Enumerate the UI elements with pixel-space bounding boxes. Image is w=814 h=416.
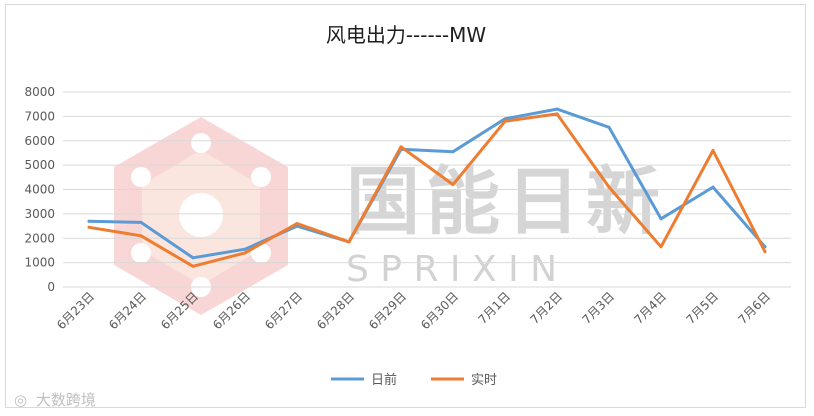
y-tick-label: 3000: [24, 207, 55, 221]
data-point: [87, 219, 91, 223]
series-line-0: [87, 107, 767, 260]
y-tick-label: 5000: [24, 158, 55, 172]
x-tick-label: 6月30日: [418, 289, 461, 332]
x-axis-ticks: 6月23日 6月24日 6月25日 6月26日 6月27日 6月28日 6月29日 6月30日…: [54, 289, 773, 332]
y-tick-label: 7000: [24, 109, 55, 123]
x-tick-label: 6月27日: [262, 289, 305, 332]
data-point: [503, 119, 507, 123]
x-tick-label: 7月4日: [631, 289, 669, 327]
data-point: [139, 234, 143, 238]
x-tick-label: 7月1日: [475, 289, 513, 327]
x-tick-label: 6月23日: [54, 289, 97, 332]
data-point: [555, 107, 559, 111]
data-point: [243, 247, 247, 251]
watermark-logo: [114, 117, 288, 315]
y-tick-label: 1000: [24, 256, 55, 270]
data-point: [399, 145, 403, 149]
data-point: [139, 220, 143, 224]
y-tick-label: 0: [47, 280, 55, 294]
y-axis-ticks: 0 1000 2000 3000 4000 5000 6000 7000 8000: [24, 85, 55, 294]
data-point: [607, 125, 611, 129]
x-tick-label: 7月6日: [735, 289, 773, 327]
data-point: [451, 150, 455, 154]
data-point: [87, 225, 91, 229]
data-point: [503, 117, 507, 121]
data-point: [191, 264, 195, 268]
y-tick-label: 4000: [24, 183, 55, 197]
data-point: [763, 250, 767, 254]
line-chart: 国能日新 S P R I X I N 风电出力------MW 0 1000 200…: [14, 23, 791, 409]
x-tick-label: 7月3日: [579, 289, 617, 327]
x-tick-label: 6月29日: [366, 289, 409, 332]
series-line-1: [87, 112, 767, 268]
corner-watermark-text: 大数跨境: [36, 391, 96, 409]
data-point: [191, 256, 195, 260]
data-point: [711, 149, 715, 152]
y-tick-label: 6000: [24, 134, 55, 148]
chart-title: 风电出力------MW: [326, 23, 487, 47]
gridlines: [63, 91, 791, 288]
data-point: [347, 240, 351, 244]
x-tick-label: 6月28日: [314, 289, 357, 332]
y-tick-label: 8000: [24, 85, 55, 99]
x-tick-label: 6月24日: [106, 289, 149, 332]
data-point: [555, 112, 559, 116]
data-point: [607, 185, 611, 189]
data-point: [451, 183, 455, 187]
y-tick-label: 2000: [24, 231, 55, 245]
chart-frame: 国能日新 S P R I X I N 风电出力------MW 0 1000 200…: [5, 4, 806, 409]
data-point: [243, 251, 247, 255]
corner-watermark-icon: ◎: [14, 391, 27, 409]
data-point: [659, 245, 663, 249]
corner-watermark: ◎ 大数跨境: [14, 391, 96, 409]
data-point: [295, 222, 299, 226]
legend: 日前 实时: [331, 372, 497, 388]
series-lines: [87, 107, 767, 268]
watermark-text-cn: 国能日新: [346, 159, 666, 245]
x-tick-label: 7月2日: [527, 289, 565, 327]
watermark-text-en: S P R I X I N: [346, 249, 557, 290]
x-tick-label: 7月5日: [683, 289, 721, 327]
legend-label-day-ahead: 日前: [371, 372, 397, 388]
data-point: [659, 217, 663, 221]
legend-label-realtime: 实时: [471, 373, 497, 388]
data-point: [711, 185, 715, 189]
